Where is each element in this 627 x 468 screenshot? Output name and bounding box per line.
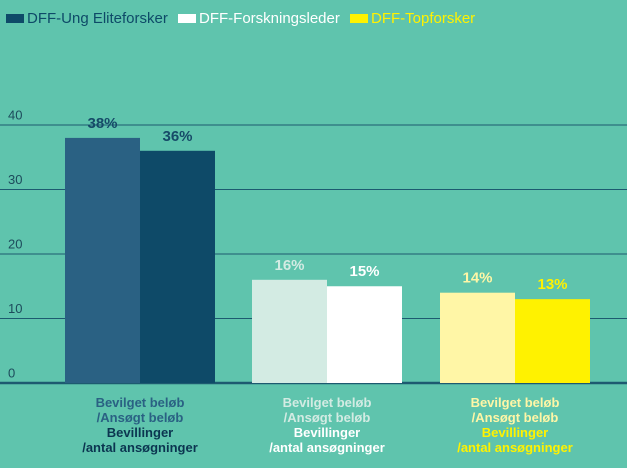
legend-item: DFF-Ung Eliteforsker [6, 10, 168, 27]
y-tick-label: 0 [8, 365, 15, 380]
legend-label: DFF-Ung Eliteforsker [27, 10, 168, 27]
bar [327, 286, 402, 383]
value-label: 16% [274, 257, 304, 274]
bar [65, 137, 140, 383]
category-label: Bevillinger /antal ansøgninger [269, 425, 385, 455]
legend-item: DFF-Forskningsleder [178, 10, 340, 27]
value-label: 14% [462, 270, 492, 287]
legend-item: DFF-Topforsker [350, 10, 475, 27]
legend-swatch [6, 14, 24, 23]
bar [440, 292, 515, 383]
value-label: 13% [537, 276, 567, 293]
legend-swatch [178, 14, 196, 23]
legend-label: DFF-Topforsker [371, 10, 476, 27]
category-label: Bevillinger /antal ansøgninger [82, 425, 198, 455]
legend-label: DFF-Forskningsleder [199, 10, 340, 27]
category-label: Bevilget beløb /Ansøgt beløb [282, 395, 372, 425]
y-tick-label: 30 [8, 172, 22, 187]
category-label: Bevilget beløb /Ansøgt beløb [470, 395, 560, 425]
y-tick-label: 40 [8, 107, 22, 122]
value-label: 36% [162, 128, 192, 145]
value-label: 15% [349, 263, 379, 280]
category-label: Bevillinger /antal ansøgninger [457, 425, 573, 455]
bar [515, 299, 590, 383]
category-label: Bevilget beløb /Ansøgt beløb [95, 395, 185, 425]
y-tick-label: 20 [8, 236, 22, 251]
bar [252, 279, 327, 383]
legend-swatch [350, 14, 368, 23]
bar [140, 150, 215, 383]
value-label: 38% [87, 115, 117, 132]
y-tick-label: 10 [8, 301, 22, 316]
